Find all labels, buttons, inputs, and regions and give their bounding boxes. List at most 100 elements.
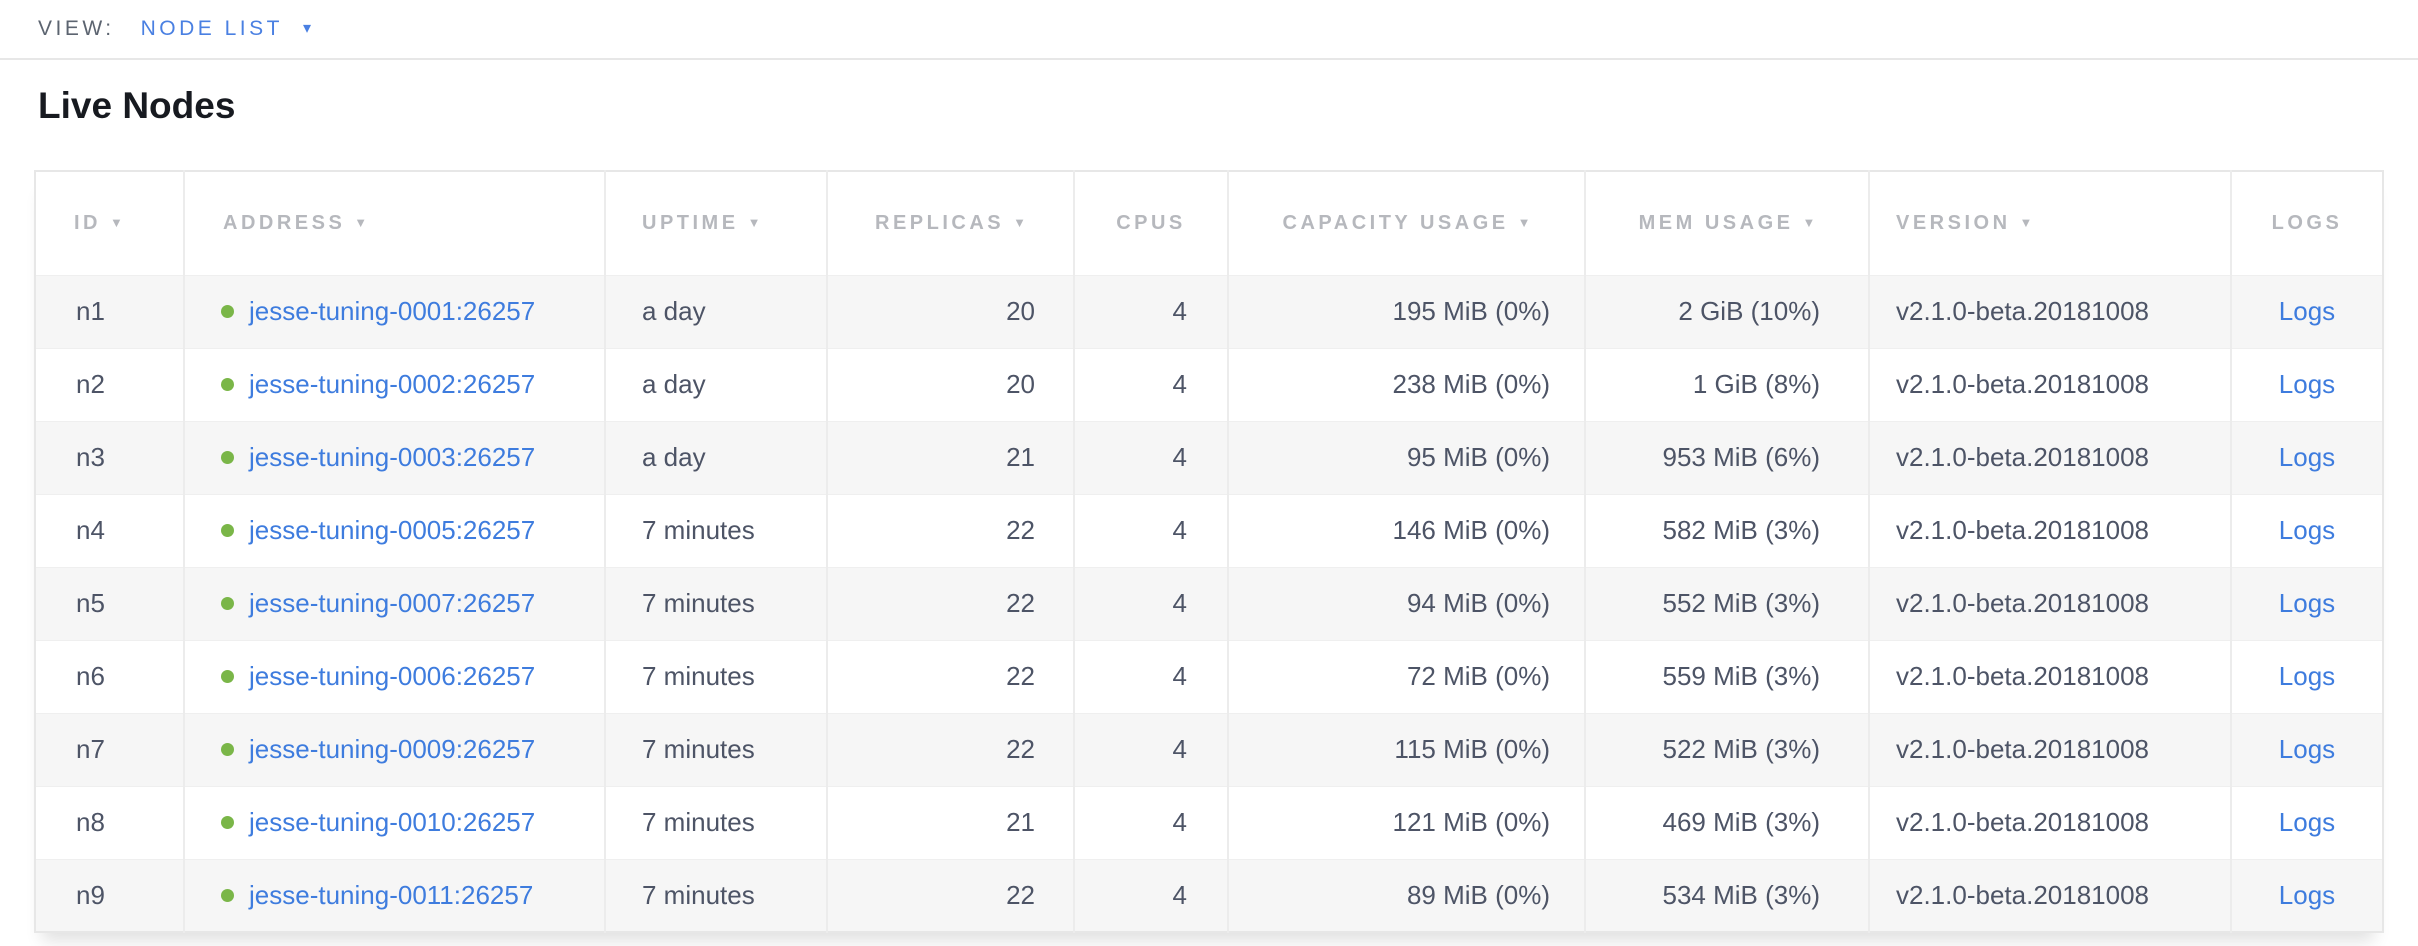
node-address-link[interactable]: jesse-tuning-0001:26257 [249,296,536,326]
node-mem-usage-cell: 1 GiB (8%) [1585,348,1870,421]
node-address-cell: jesse-tuning-0002:26257 [184,348,606,421]
node-version-cell: v2.1.0-beta.20181008 [1869,421,2232,494]
table-row: n5 jesse-tuning-0007:26257 7 minutes 22 … [35,567,2383,640]
node-replicas-cell: 22 [827,494,1075,567]
node-address-link[interactable]: jesse-tuning-0009:26257 [249,734,536,764]
node-logs-link[interactable]: Logs [2278,296,2336,326]
view-selected-value: NODE LIST [140,17,283,40]
node-address-cell: jesse-tuning-0001:26257 [184,275,606,348]
column-header-mem[interactable]: MEM USAGE ▼ [1585,171,1870,275]
table-row: n3 jesse-tuning-0003:26257 a day 21 4 95… [35,421,2383,494]
node-id-cell: n3 [35,421,185,494]
column-header-capacity[interactable]: CAPACITY USAGE ▼ [1228,171,1586,275]
node-live-status-icon [221,597,234,610]
node-logs-link[interactable]: Logs [2278,661,2336,691]
node-version-cell: v2.1.0-beta.20181008 [1869,859,2232,932]
node-logs-cell: Logs [2231,275,2383,348]
column-label: ID [74,211,101,234]
node-logs-link[interactable]: Logs [2278,879,2336,910]
node-replicas-cell: 20 [827,275,1075,348]
node-logs-link[interactable]: Logs [2278,369,2336,399]
node-cpus-cell: 4 [1074,567,1229,640]
column-header-address[interactable]: ADDRESS ▼ [184,171,606,275]
node-logs-cell: Logs [2231,859,2383,932]
node-address-cell: jesse-tuning-0006:26257 [184,640,606,713]
node-logs-link[interactable]: Logs [2278,588,2336,618]
node-capacity-usage-cell: 195 MiB (0%) [1228,275,1586,348]
node-version-cell: v2.1.0-beta.20181008 [1869,640,2232,713]
live-nodes-table: ID ▼ ADDRESS ▼ UPTIME ▼ REPLICAS ▼ CPUS CAPACITY … [34,170,2384,933]
column-label: REPLICAS [875,211,1005,234]
sort-arrow-icon: ▼ [110,214,123,230]
node-live-status-icon [221,743,234,756]
node-mem-usage-cell: 559 MiB (3%) [1585,640,1870,713]
node-uptime-cell: a day [605,421,828,494]
node-id-cell: n4 [35,494,185,567]
node-replicas-cell: 22 [827,640,1075,713]
node-replicas-cell: 22 [827,859,1075,932]
node-address-link[interactable]: jesse-tuning-0005:26257 [249,515,536,545]
node-cpus-cell: 4 [1074,640,1229,713]
node-mem-usage-cell: 552 MiB (3%) [1585,567,1870,640]
table-row: n1 jesse-tuning-0001:26257 a day 20 4 19… [35,275,2383,348]
node-mem-usage-cell: 582 MiB (3%) [1585,494,1870,567]
column-label: UPTIME [642,211,739,234]
node-address-cell: jesse-tuning-0009:26257 [184,713,606,786]
node-mem-usage-cell: 2 GiB (10%) [1585,275,1870,348]
chevron-down-icon: ▾ [302,20,312,37]
node-mem-usage-cell: 953 MiB (6%) [1585,421,1870,494]
column-header-cpus: CPUS [1074,171,1229,275]
node-logs-link[interactable]: Logs [2278,442,2336,472]
node-id-cell: n5 [35,567,185,640]
node-address-link[interactable]: jesse-tuning-0011:26257 [249,879,534,910]
node-version-cell: v2.1.0-beta.20181008 [1869,494,2232,567]
column-label: LOGS [2271,211,2343,234]
node-logs-cell: Logs [2231,713,2383,786]
column-label: ADDRESS [223,211,346,234]
node-uptime-cell: 7 minutes [605,859,828,932]
node-address-cell: jesse-tuning-0007:26257 [184,567,606,640]
node-version-cell: v2.1.0-beta.20181008 [1869,713,2232,786]
column-header-replicas[interactable]: REPLICAS ▼ [827,171,1075,275]
view-selector-dropdown[interactable]: NODE LIST ▾ [141,17,311,41]
sort-arrow-icon: ▼ [1013,214,1026,230]
node-address-link[interactable]: jesse-tuning-0006:26257 [249,661,536,691]
node-live-status-icon [221,670,234,683]
node-address-link[interactable]: jesse-tuning-0002:26257 [249,369,536,399]
node-id-cell: n2 [35,348,185,421]
node-live-status-icon [221,305,234,318]
node-logs-link[interactable]: Logs [2278,734,2336,764]
node-version-cell: v2.1.0-beta.20181008 [1869,348,2232,421]
table-row: n4 jesse-tuning-0005:26257 7 minutes 22 … [35,494,2383,567]
node-replicas-cell: 21 [827,421,1075,494]
node-uptime-cell: a day [605,275,828,348]
node-mem-usage-cell: 522 MiB (3%) [1585,713,1870,786]
node-logs-cell: Logs [2231,786,2383,859]
node-id-cell: n7 [35,713,185,786]
node-logs-cell: Logs [2231,640,2383,713]
column-header-id[interactable]: ID ▼ [35,171,185,275]
node-live-status-icon [221,888,234,902]
node-address-link[interactable]: jesse-tuning-0010:26257 [249,807,536,837]
node-live-status-icon [221,451,234,464]
node-replicas-cell: 22 [827,567,1075,640]
node-version-cell: v2.1.0-beta.20181008 [1869,567,2232,640]
node-uptime-cell: 7 minutes [605,786,828,859]
table-row: n6 jesse-tuning-0006:26257 7 minutes 22 … [35,640,2383,713]
node-capacity-usage-cell: 94 MiB (0%) [1228,567,1586,640]
node-live-status-icon [221,378,234,391]
column-header-version[interactable]: VERSION ▼ [1869,171,2232,275]
node-logs-link[interactable]: Logs [2278,807,2336,837]
node-replicas-cell: 21 [827,786,1075,859]
column-label: VERSION [1896,211,2011,234]
node-id-cell: n1 [35,275,185,348]
column-header-uptime[interactable]: UPTIME ▼ [605,171,828,275]
node-logs-link[interactable]: Logs [2278,515,2336,545]
node-uptime-cell: a day [605,348,828,421]
node-id-cell: n9 [35,859,185,932]
column-label: MEM USAGE [1638,211,1794,234]
node-address-link[interactable]: jesse-tuning-0003:26257 [249,442,536,472]
node-version-cell: v2.1.0-beta.20181008 [1869,786,2232,859]
node-address-link[interactable]: jesse-tuning-0007:26257 [249,588,536,618]
node-uptime-cell: 7 minutes [605,640,828,713]
